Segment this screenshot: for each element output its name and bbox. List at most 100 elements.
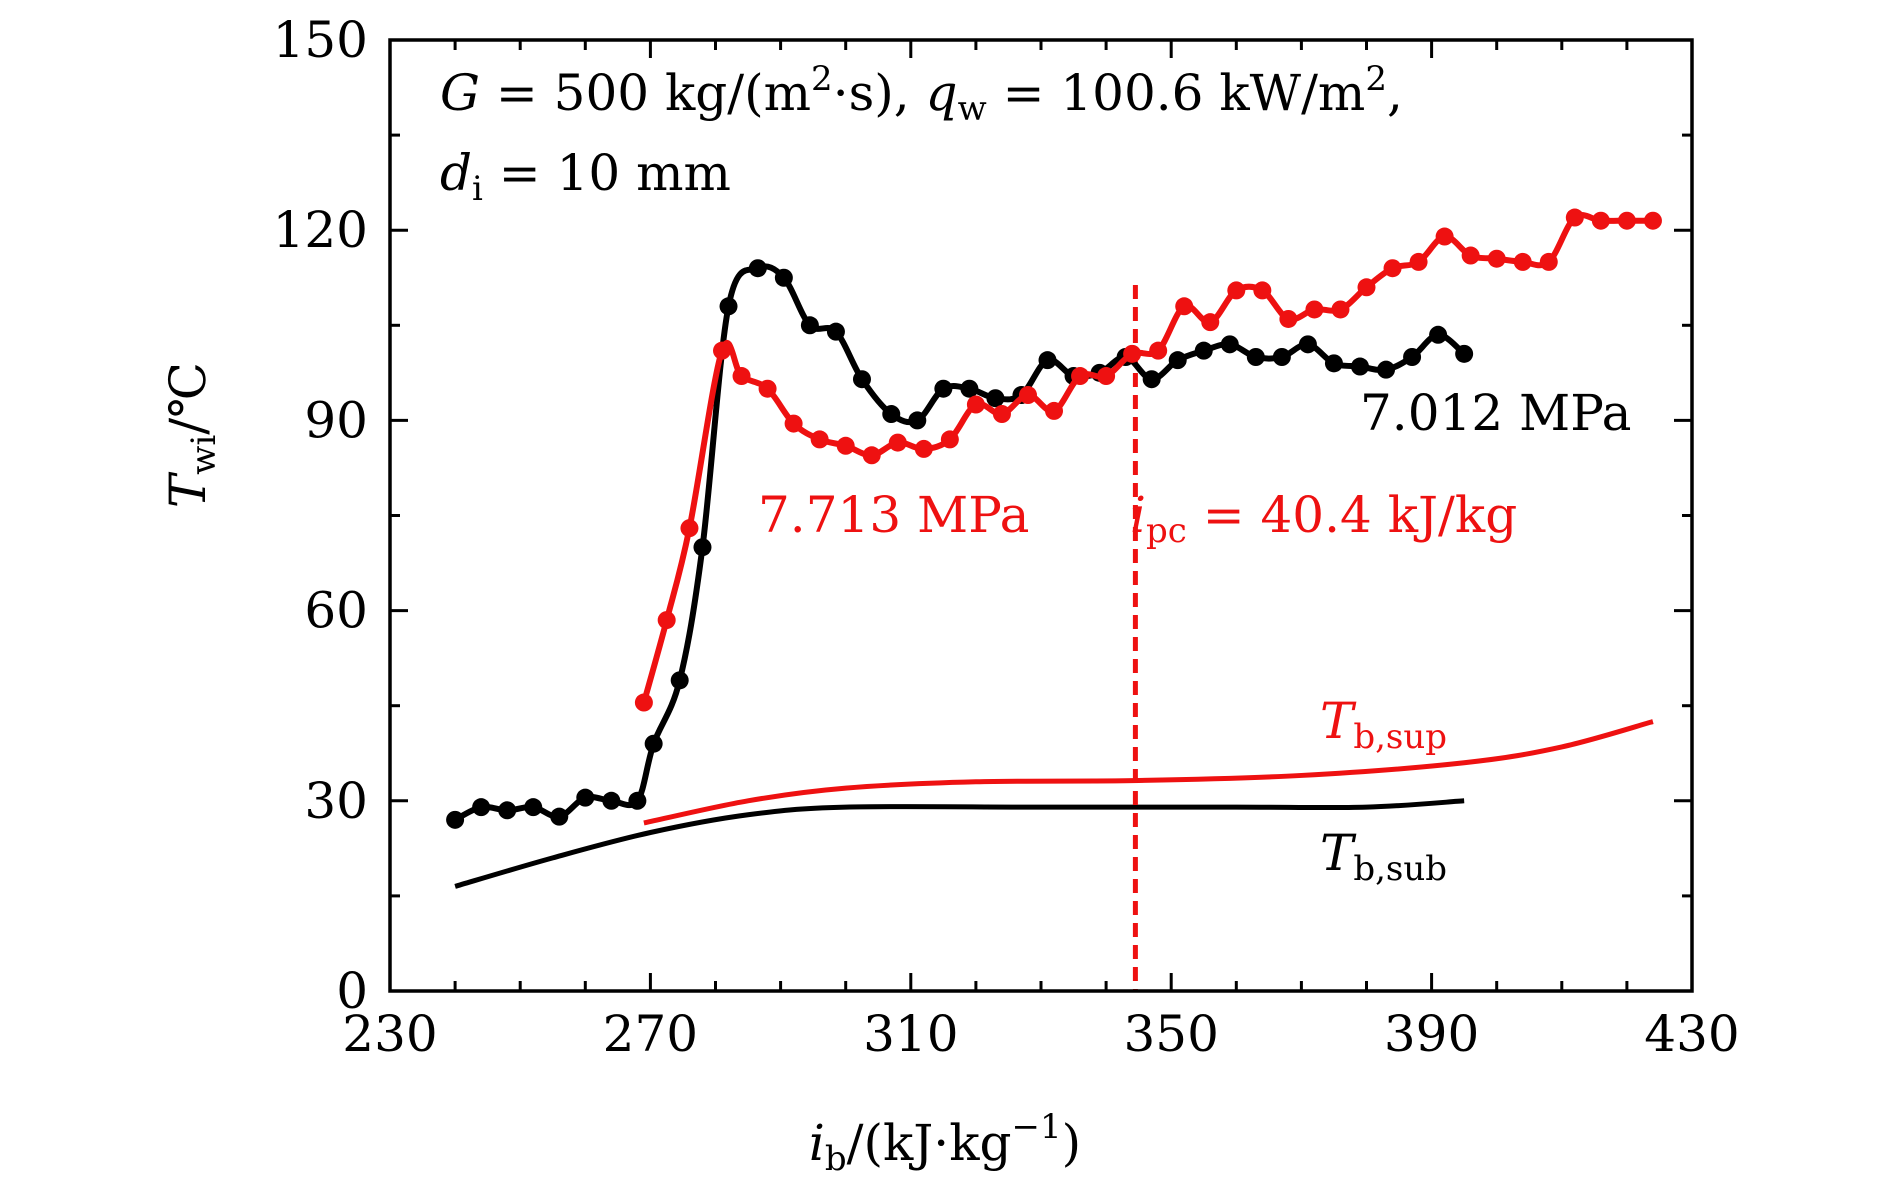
series-point-0 <box>1168 351 1187 370</box>
series-line-1 <box>640 212 1653 704</box>
series-point-0 <box>1429 325 1448 344</box>
series-point-0 <box>1194 341 1213 360</box>
tb-sub-label: Tb,sub <box>1320 824 1447 889</box>
series-point-1 <box>1409 252 1428 271</box>
series-group-1 <box>634 208 1662 712</box>
y-tick-label: 30 <box>304 772 368 830</box>
series-point-1 <box>1201 313 1220 332</box>
tb-sub-T: T <box>1320 824 1357 882</box>
series-point-1 <box>1591 211 1610 230</box>
series-label-7012: 7.012 MPa <box>1360 384 1631 442</box>
x-tick-label: 430 <box>1644 1005 1739 1063</box>
series-point-1 <box>1331 300 1350 319</box>
x-axis-title-main: i <box>809 1114 825 1172</box>
series-point-1 <box>758 379 777 398</box>
series-point-1 <box>1097 367 1116 386</box>
y-axis-title: Twi/℃ <box>159 362 224 508</box>
x-axis-title-sup: −1 <box>1012 1107 1062 1147</box>
tb-sup-T: T <box>1320 692 1357 750</box>
x-axis-title: ib/(kJ·kg−1) <box>809 1107 1081 1179</box>
series-point-1 <box>836 436 855 455</box>
series-point-1 <box>713 341 732 360</box>
series-point-0 <box>1298 335 1317 354</box>
series-point-1 <box>966 395 985 414</box>
series-point-1 <box>1253 281 1272 300</box>
series-point-1 <box>1071 367 1090 386</box>
ipc-i: i <box>1130 486 1146 544</box>
series-point-1 <box>1435 227 1454 246</box>
series-point-1 <box>1565 208 1584 227</box>
series-point-0 <box>1246 348 1265 366</box>
series-point-0 <box>1403 348 1422 366</box>
series-point-1 <box>1643 211 1662 230</box>
cond-d: d <box>440 144 472 202</box>
series-point-0 <box>852 370 871 389</box>
y-axis-title-main: T <box>159 471 217 508</box>
series-point-1 <box>1617 211 1636 230</box>
cond-after-sup1: ·s), <box>833 64 926 122</box>
tb-sub-sub: b,sub <box>1353 849 1447 889</box>
series-point-1 <box>657 611 676 630</box>
series-point-1 <box>1513 252 1532 271</box>
series-point-1 <box>680 519 699 538</box>
cond-d-sub: i <box>472 169 483 209</box>
series-point-1 <box>914 439 933 458</box>
series-point-0 <box>986 389 1005 408</box>
ipc-label: ipc = 40.4 kJ/kg <box>1130 486 1517 551</box>
cond-sup1: 2 <box>811 59 833 99</box>
plot-frame <box>388 38 1694 993</box>
series-point-1 <box>634 693 653 712</box>
series-point-0 <box>576 788 595 807</box>
series-point-1 <box>1539 252 1558 271</box>
cond-eq2: = 100.6 kW/m <box>987 64 1366 122</box>
series-point-0 <box>774 268 793 287</box>
x-axis-title-sub: b <box>825 1139 847 1179</box>
series-point-0 <box>934 379 953 398</box>
series-point-0 <box>1350 357 1369 376</box>
x-tick-label: 270 <box>603 1005 698 1063</box>
series-point-0 <box>800 316 819 335</box>
tb-sup-sub: b,sup <box>1353 717 1447 757</box>
cond-q-sub: w <box>958 89 987 129</box>
series-point-1 <box>732 367 751 386</box>
series-point-1 <box>784 414 803 433</box>
series-line-2 <box>643 719 1654 826</box>
x-tick-label: 310 <box>863 1005 958 1063</box>
y-tick-label: 0 <box>336 962 368 1020</box>
series-point-0 <box>826 322 845 341</box>
series-point-0 <box>748 259 767 278</box>
series-group-0 <box>446 259 1474 829</box>
series-point-1 <box>1461 246 1480 265</box>
series-point-0 <box>550 807 569 826</box>
series-point-1 <box>1175 297 1194 316</box>
cond-eq1: = 500 kg/(m <box>480 64 811 122</box>
series-point-0 <box>1455 344 1474 363</box>
bulk-temperature-curves <box>454 719 1654 889</box>
tick-labels: 230 270 310 350 390 430 0 30 60 90 120 150 <box>273 11 1740 1063</box>
x-tick-label: 390 <box>1384 1005 1479 1063</box>
tb-sup-label: Tb,sup <box>1320 692 1447 757</box>
y-tick-label: 60 <box>304 582 368 640</box>
series-point-1 <box>1018 386 1037 405</box>
y-tick-label: 120 <box>273 201 368 259</box>
series-point-0 <box>1324 354 1343 373</box>
cond-q: q <box>926 64 958 122</box>
series-point-1 <box>1305 300 1324 319</box>
y-axis-title-sub: wi <box>184 435 224 475</box>
series-point-1 <box>1123 344 1142 363</box>
series-point-0 <box>1220 335 1239 354</box>
series-point-0 <box>1377 360 1396 379</box>
x-tick-label: 230 <box>342 1005 437 1063</box>
series-point-1 <box>1279 309 1298 328</box>
x-axis-title-close: ) <box>1062 1114 1082 1172</box>
ipc-sub: pc <box>1146 511 1187 551</box>
series-point-0 <box>1038 351 1057 370</box>
series-point-0 <box>1142 370 1161 389</box>
series-point-1 <box>888 433 907 452</box>
cond-tail: , <box>1387 64 1403 122</box>
series-point-1 <box>1227 281 1246 300</box>
wall-temperature-series <box>446 208 1662 829</box>
series-point-1 <box>862 446 881 465</box>
y-axis-title-rest: /℃ <box>159 362 217 435</box>
